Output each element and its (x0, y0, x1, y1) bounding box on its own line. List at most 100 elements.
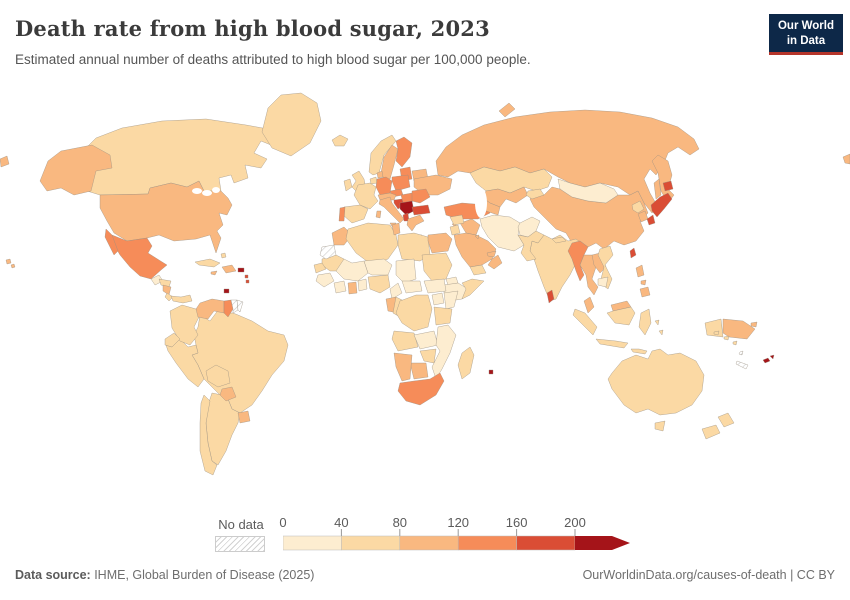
region-antilles2[interactable]: Lesser Antilles (245, 279, 250, 284)
region-hispaniola[interactable]: Haiti / Dominican Republic (221, 264, 237, 274)
region-phil_visayas[interactable]: Philippines (Visayas) (640, 279, 647, 286)
region-nigeria[interactable]: Nigeria (367, 274, 391, 294)
region-hawaii1[interactable]: United States (Hawaii) (5, 258, 12, 265)
region-colombia[interactable]: Colombia (169, 304, 201, 346)
region-southsudan[interactable]: South Sudan (423, 278, 447, 294)
legend-bin-160-200[interactable] (516, 535, 576, 551)
region-benelux[interactable]: Netherlands / Belgium (369, 176, 378, 185)
region-niger[interactable]: Niger (363, 258, 393, 276)
region-fiji1[interactable]: Fiji (762, 357, 771, 364)
region-ecuador[interactable]: Ecuador (164, 332, 181, 348)
region-java[interactable]: Indonesia (Java) (595, 338, 629, 349)
region-cameroon[interactable]: Cameroon (389, 282, 403, 300)
region-poland[interactable]: Poland (391, 174, 411, 192)
region-algeria[interactable]: Algeria (345, 222, 399, 266)
region-guinea[interactable]: Guinea (315, 272, 335, 288)
region-togobenin[interactable]: Togo / Benin (357, 278, 368, 292)
region-austria[interactable]: Austria / Switzerland (377, 192, 397, 201)
region-tanzania[interactable]: Tanzania (433, 306, 453, 326)
region-newbritain[interactable]: Papua New Guinea (New Britain) (750, 321, 758, 328)
owid-logo[interactable]: Our World in Data (768, 14, 843, 55)
region-frguiana[interactable]: French Guiana (236, 299, 244, 313)
legend-bin-200+[interactable] (575, 536, 630, 550)
region-kuwait[interactable]: Kuwait (474, 234, 480, 240)
region-tasmania[interactable]: Australia (Tasmania) (654, 420, 666, 432)
region-ivorycoast[interactable]: Cote d'Ivoire (333, 280, 347, 294)
legend-bin-0-40[interactable] (282, 535, 342, 551)
region-cambodia[interactable]: Cambodia (597, 276, 609, 288)
region-edge_e[interactable]: Russia (east wrap) (842, 153, 850, 165)
region-syria[interactable]: Syria (449, 214, 465, 226)
region-madagascar[interactable]: Madagascar (457, 346, 475, 380)
region-germany[interactable]: Germany (375, 176, 393, 196)
region-nepal[interactable]: Nepal (551, 236, 567, 244)
region-alaska[interactable]: United States (Alaska) (39, 144, 113, 196)
region-sudan[interactable]: Sudan (421, 252, 453, 282)
region-wsahara[interactable]: Western Sahara (319, 244, 337, 260)
region-drc[interactable]: Democratic Republic of Congo (395, 294, 433, 332)
region-senegal[interactable]: Senegal (313, 262, 327, 274)
region-panama[interactable]: Panama (170, 294, 193, 304)
region-phil_luzon[interactable]: Philippines (635, 264, 645, 278)
region-australia[interactable]: Australia (607, 348, 705, 416)
region-southafrica[interactable]: South Africa (397, 372, 445, 406)
legend-bin-80-120[interactable] (399, 535, 459, 551)
region-trinidad[interactable]: Trinidad and Tobago (223, 288, 230, 294)
region-maluku2[interactable]: Indonesia (Maluku) (658, 329, 664, 336)
region-kenya[interactable]: Kenya (443, 290, 459, 310)
region-oman[interactable]: Oman (487, 254, 503, 270)
region-namibia[interactable]: Namibia (393, 352, 413, 382)
region-jordan[interactable]: Jordan / Israel (449, 224, 461, 236)
region-maluku1[interactable]: Indonesia (Maluku) (654, 319, 660, 326)
region-bolivia[interactable]: Bolivia (205, 364, 231, 388)
region-egypt[interactable]: Egypt (427, 232, 453, 254)
region-italy[interactable]: Italy (378, 196, 405, 224)
region-antilles1[interactable]: Lesser Antilles (244, 274, 249, 279)
region-nkorea[interactable]: North Korea (631, 200, 645, 214)
region-solomon2[interactable]: Solomon Islands (723, 335, 730, 341)
region-sumatra[interactable]: Indonesia (Sumatra) (572, 308, 598, 336)
region-france[interactable]: France (353, 182, 379, 210)
region-iraq[interactable]: Iraq (459, 218, 481, 236)
region-jamaica[interactable]: Jamaica (210, 270, 218, 276)
region-zimbabwe[interactable]: Zimbabwe (419, 348, 437, 364)
region-nz_south[interactable]: New Zealand (South Island) (701, 424, 721, 440)
region-guyana[interactable]: Guyana (223, 299, 234, 318)
region-finland[interactable]: Finland (395, 136, 413, 168)
legend-bin-40-80[interactable] (341, 535, 401, 551)
region-indo_borneo[interactable]: Indonesia (Kalimantan) (606, 306, 636, 326)
region-uruguay[interactable]: Uruguay (237, 410, 251, 424)
region-newcaledonia[interactable]: New Caledonia (735, 360, 749, 370)
region-wpapua[interactable]: Indonesia (Papua) (704, 318, 724, 338)
region-uae[interactable]: United Arab Emirates (486, 250, 497, 258)
region-kyrgyz[interactable]: Kyrgyzstan / Tajikistan (525, 188, 545, 200)
region-yemen[interactable]: Yemen (469, 264, 487, 276)
region-hawaii2[interactable]: United States (Hawaii) (10, 263, 16, 269)
region-japan_honshu[interactable]: Japan (650, 192, 673, 218)
region-suriname[interactable]: Suriname (230, 299, 239, 314)
region-chad[interactable]: Chad (395, 258, 417, 284)
region-chile[interactable]: Chile (199, 394, 218, 476)
credit-link[interactable]: OurWorldinData.org/causes-of-death | CC … (582, 568, 835, 582)
region-bahamas[interactable]: Bahamas (220, 252, 227, 259)
region-angola[interactable]: Angola (391, 330, 419, 352)
region-greece[interactable]: Greece (406, 214, 425, 232)
region-png[interactable]: Papua New Guinea (722, 318, 756, 340)
region-baja[interactable]: Mexico (Baja California) (104, 228, 119, 256)
region-serbia[interactable]: Serbia / Bosnia and Herzegovina (399, 200, 415, 216)
region-somalia[interactable]: Somalia (461, 278, 485, 300)
region-spain[interactable]: Spain (342, 204, 369, 224)
region-srilanka[interactable]: Sri Lanka (546, 289, 555, 304)
region-sulawesi[interactable]: Indonesia (Sulawesi) (638, 308, 652, 336)
region-tunisia[interactable]: Tunisia (391, 222, 401, 236)
region-edge_w[interactable]: Russia (west wrap) (0, 155, 10, 168)
region-vanuatu[interactable]: Vanuatu (738, 350, 744, 356)
region-pakistan[interactable]: Pakistan (517, 230, 545, 262)
region-myanmar[interactable]: Myanmar (567, 240, 589, 282)
region-cuba[interactable]: Cuba (194, 258, 221, 268)
region-solomon1[interactable]: Solomon Islands (713, 330, 720, 336)
region-phil_mindanao[interactable]: Philippines (Mindanao) (639, 286, 651, 298)
region-sakhalin[interactable]: Russia (Sakhalin) (653, 178, 662, 200)
region-solomon3[interactable]: Solomon Islands (732, 340, 738, 346)
region-iceland[interactable]: Iceland (331, 134, 349, 147)
